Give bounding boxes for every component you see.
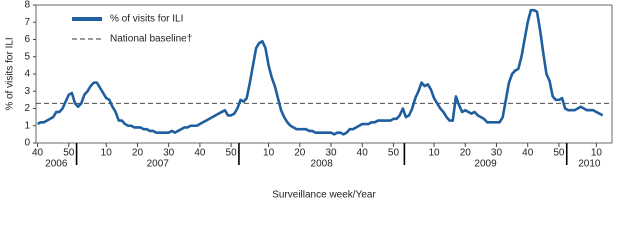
x-tick-label: 50: [553, 148, 565, 159]
x-tick-label: 40: [522, 148, 534, 159]
x-tick-label: 20: [460, 148, 472, 159]
y-tick-label: 4: [24, 69, 30, 80]
x-tick-label: 10: [101, 148, 113, 159]
year-label: 2009: [474, 159, 497, 170]
x-tick-label: 40: [194, 148, 206, 159]
chart: % of visits for ILI Surveillance week/Ye…: [5, 0, 613, 201]
year-label: 2010: [578, 159, 601, 170]
x-tick-label: 50: [63, 148, 75, 159]
page: % of visits for ILI Surveillance week/Ye…: [4, 0, 613, 201]
y-tick-label: 0: [24, 138, 30, 149]
x-tick-label: 20: [132, 148, 144, 159]
y-tick-label: 2: [24, 103, 30, 114]
x-tick-label: 10: [263, 148, 275, 159]
x-tick-label: 30: [325, 148, 337, 159]
x-axis-label: Surveillance week/Year: [272, 190, 376, 201]
y-tick-label: 3: [24, 86, 30, 97]
legend-label: % of visits for ILI: [110, 14, 183, 25]
x-tick-label: 50: [226, 148, 238, 159]
year-label: 2008: [311, 159, 334, 170]
x-tick-label: 50: [388, 148, 400, 159]
y-tick-label: 8: [24, 0, 30, 11]
year-label: 2007: [147, 159, 170, 170]
x-tick-label: 40: [32, 148, 44, 159]
data-line: [36, 8, 604, 136]
x-tick-label: 10: [591, 148, 603, 159]
x-tick-label: 10: [428, 148, 440, 159]
x-tick-label: 20: [294, 148, 306, 159]
y-axis-label: % of visits for ILI: [5, 37, 16, 110]
y-tick-label: 6: [24, 34, 30, 45]
y-tick-label: 5: [24, 51, 30, 62]
x-tick-label: 30: [163, 148, 175, 159]
legend-label: National baseline†: [110, 34, 192, 45]
x-tick-label: 40: [357, 148, 369, 159]
y-tick-label: 7: [24, 17, 30, 28]
x-tick-label: 30: [491, 148, 503, 159]
y-tick-label: 1: [24, 120, 30, 131]
year-label: 2006: [45, 159, 68, 170]
